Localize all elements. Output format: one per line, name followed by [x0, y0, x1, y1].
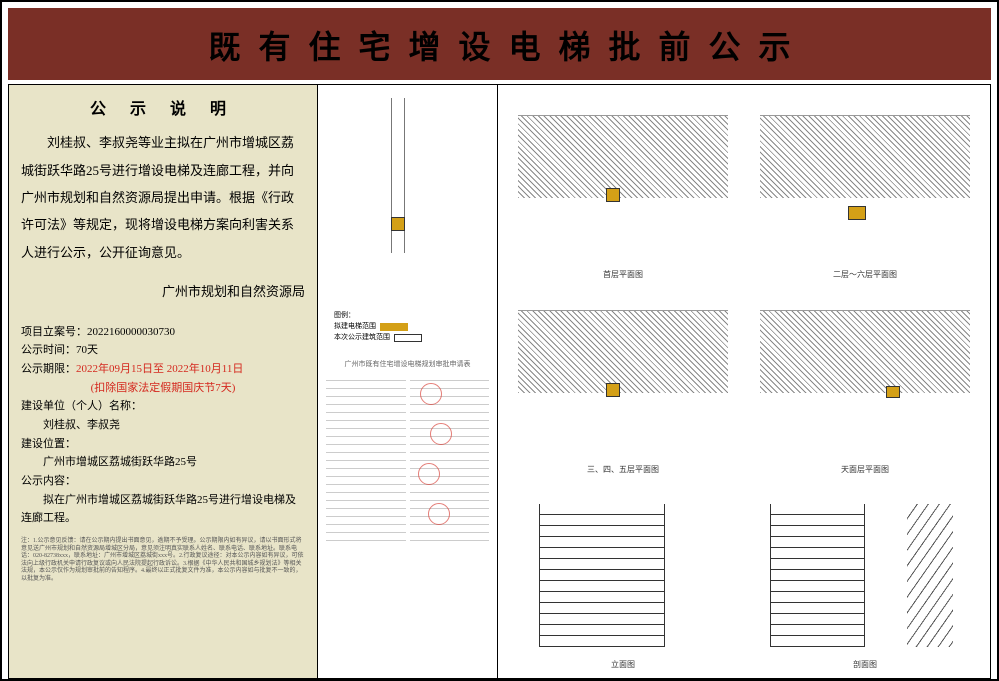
doc-col: [410, 373, 490, 543]
project-no: 2022160000030730: [87, 326, 175, 338]
period-note: (扣除国家法定假期国庆节7天): [91, 382, 236, 394]
stair-section: [907, 504, 953, 647]
elevator-marker: [848, 206, 866, 220]
location-label: 建设位置：: [21, 435, 305, 454]
drawing-cell: 二层～六层平面图: [748, 93, 982, 280]
doc-col: [326, 373, 406, 543]
location: 广州市增城区荔城街跃华路25号: [21, 453, 305, 472]
drawing-cell: 立面图: [506, 483, 740, 670]
drawing-label: 首层平面图: [603, 269, 643, 280]
legend-title: 图例：: [334, 310, 422, 321]
fine-print: 注：1.公示意见反馈：请在公示期内提出书面意见，逾期不予受理。公示期限内如有异议…: [21, 538, 305, 583]
stamp-icon: [418, 463, 440, 485]
document-frame: 既有住宅增设电梯批前公示 公 示 说 明 刘桂叔、李叔尧等业主拟在广州市增城区荔…: [0, 0, 999, 681]
builder-label: 建设单位（个人）名称：: [21, 397, 305, 416]
legend-swatch: [394, 334, 422, 342]
legend-label: 拟建电梯范围: [334, 321, 376, 332]
floor-slabs: [539, 504, 665, 647]
stamp-icon: [430, 423, 452, 445]
project-no-label: 项目立案号：: [21, 326, 87, 338]
hatch-area: [760, 116, 971, 198]
stamp-icon: [428, 503, 450, 525]
application-doc: 广州市既有住宅增设电梯规划审批申请表: [326, 353, 489, 670]
legend: 图例： 拟建电梯范围 本次公示建筑范围: [334, 310, 422, 344]
drawing-label: 天面层平面图: [841, 464, 889, 475]
hatch-area: [518, 116, 729, 198]
builder: 刘桂叔、李叔尧: [21, 416, 305, 435]
legend-row: 本次公示建筑范围: [334, 332, 422, 343]
doc-heading: 广州市既有住宅增设电梯规划审批申请表: [326, 359, 489, 369]
content-row: 公 示 说 明 刘桂叔、李叔尧等业主拟在广州市增城区荔城街跃华路25号进行增设电…: [8, 84, 991, 679]
drawing-cell: 首层平面图: [506, 93, 740, 280]
drawing-cell: 剖面图: [748, 483, 982, 670]
stamp-icon: [420, 383, 442, 405]
legend-swatch: [380, 323, 408, 331]
elevator-marker: [391, 217, 405, 231]
title-bar: 既有住宅增设电梯批前公示: [8, 8, 991, 80]
elevator-marker: [886, 386, 900, 398]
plan-drawing: [518, 115, 729, 265]
doc-body: [326, 373, 489, 543]
legend-label: 本次公示建筑范围: [334, 332, 390, 343]
floor-slabs: [770, 504, 865, 647]
elevation-drawing: [518, 496, 729, 655]
middle-panel: 图例： 拟建电梯范围 本次公示建筑范围 广州市既有住宅增设电梯规划审批申请表: [318, 84, 498, 679]
hatch-area: [760, 311, 971, 393]
plan-drawing: [760, 310, 971, 460]
notice-heading: 公 示 说 明: [21, 95, 305, 125]
plan-drawing: [760, 115, 971, 265]
legend-row: 拟建电梯范围: [334, 321, 422, 332]
meta-block: 项目立案号：2022160000030730 公示时间：70天 公示期限：202…: [21, 323, 305, 529]
drawing-label: 二层～六层平面图: [833, 269, 897, 280]
notice-panel: 公 示 说 明 刘桂叔、李叔尧等业主拟在广州市增城区荔城街跃华路25号进行增设电…: [8, 84, 318, 679]
duration: 70天: [76, 344, 98, 356]
section-drawing: [760, 496, 971, 655]
elevator-marker: [606, 188, 620, 202]
drawing-label: 剖面图: [853, 659, 877, 670]
page-title: 既有住宅增设电梯批前公示: [208, 29, 808, 65]
period: 2022年09月15日至 2022年10月11日: [76, 363, 243, 375]
notice-body: 刘桂叔、李叔尧等业主拟在广州市增城区荔城街跃华路25号进行增设电梯及连廊工程，并…: [21, 129, 305, 265]
hatch-area: [518, 311, 729, 393]
drawing-cell: 天面层平面图: [748, 288, 982, 475]
content-label: 公示内容：: [21, 472, 305, 491]
drawing-label: 三、四、五层平面图: [587, 464, 659, 475]
period-label: 公示期限：: [21, 363, 76, 375]
duration-label: 公示时间：: [21, 344, 76, 356]
drawings-panel: 首层平面图 二层～六层平面图 三、四、五层平面图: [498, 84, 991, 679]
notice-issuer: 广州市规划和自然资源局: [21, 280, 305, 305]
drawing-label: 立面图: [611, 659, 635, 670]
drawing-cell: 三、四、五层平面图: [506, 288, 740, 475]
elevator-marker: [606, 383, 620, 397]
plan-drawing: [518, 310, 729, 460]
content-text: 拟在广州市增城区荔城街跃华路25号进行增设电梯及连廊工程。: [21, 491, 305, 528]
site-plan: 图例： 拟建电梯范围 本次公示建筑范围: [326, 93, 489, 353]
